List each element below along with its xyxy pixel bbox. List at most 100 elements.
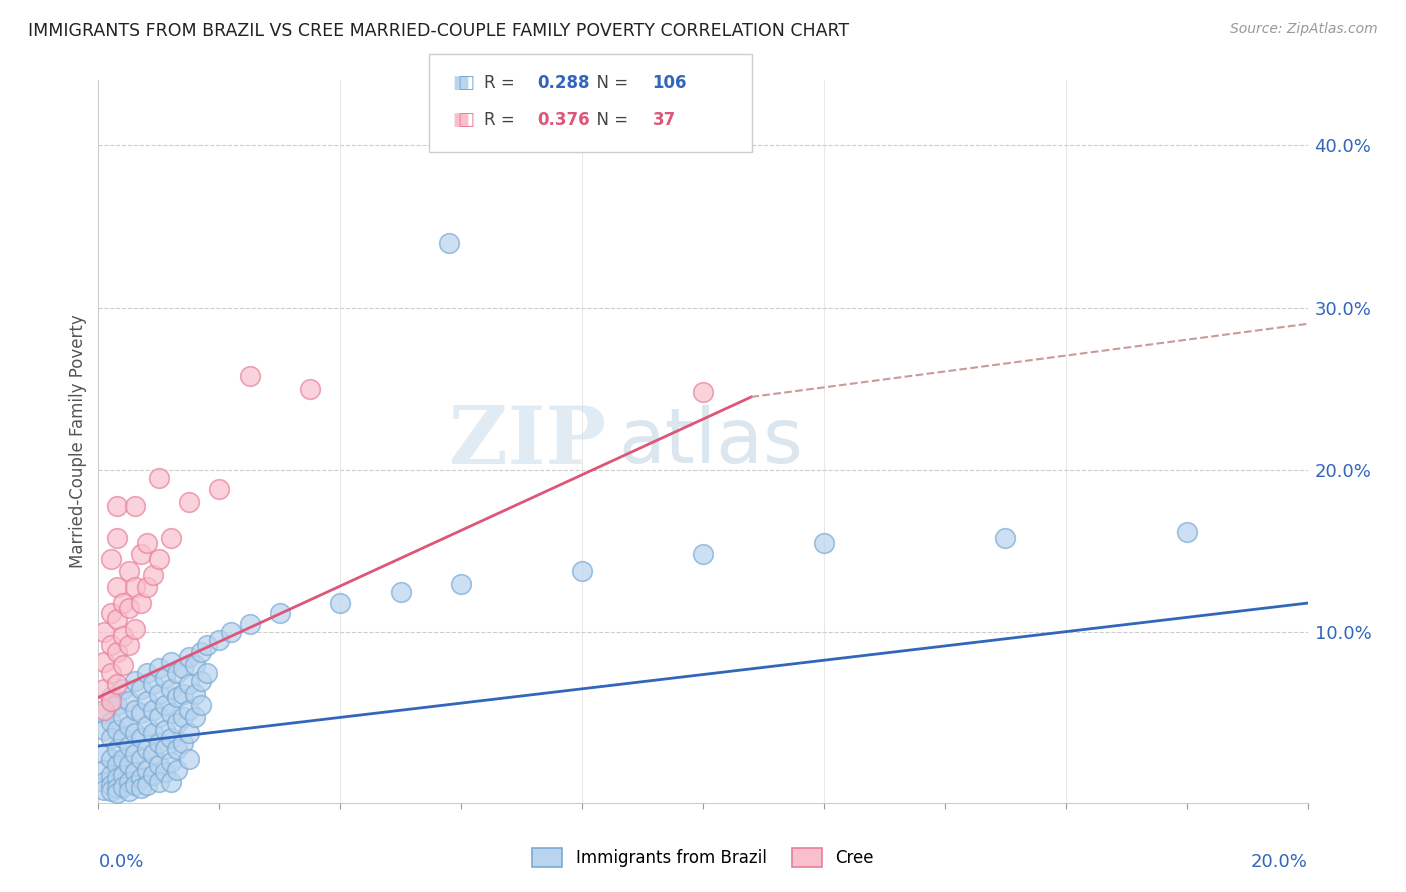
Point	[105, 758, 128, 772]
Point	[135, 580, 157, 594]
Point	[389, 584, 412, 599]
Point	[184, 657, 207, 672]
Point	[184, 687, 207, 701]
Point	[148, 471, 170, 485]
Point	[111, 768, 134, 782]
Point	[692, 384, 714, 399]
Text: 20.0%: 20.0%	[1251, 854, 1308, 871]
Point	[111, 682, 134, 697]
Point	[142, 703, 165, 717]
Point	[179, 649, 201, 664]
Point	[994, 531, 1017, 545]
Point	[105, 612, 128, 626]
Point	[153, 698, 176, 713]
Point	[208, 633, 231, 648]
Point	[105, 772, 128, 786]
Point	[118, 638, 141, 652]
Point	[105, 786, 128, 800]
Point	[148, 710, 170, 724]
Text: 0.0%: 0.0%	[98, 854, 143, 871]
Point	[129, 682, 152, 697]
Point	[239, 617, 262, 632]
Point	[160, 755, 183, 769]
Point	[148, 552, 170, 566]
Point	[166, 690, 188, 705]
Point	[129, 731, 152, 745]
Point	[124, 622, 146, 636]
Point	[190, 673, 212, 688]
Point	[93, 625, 115, 640]
Point	[100, 768, 122, 782]
Point	[118, 564, 141, 578]
Point	[105, 580, 128, 594]
Point	[111, 731, 134, 745]
Point	[153, 723, 176, 737]
Point	[93, 747, 115, 761]
Point	[172, 687, 194, 701]
Point	[153, 742, 176, 756]
Point	[179, 677, 201, 691]
Point	[135, 764, 157, 778]
Text: ZIP: ZIP	[450, 402, 606, 481]
Point	[135, 693, 157, 707]
Y-axis label: Married-Couple Family Poverty: Married-Couple Family Poverty	[69, 315, 87, 568]
Point	[148, 736, 170, 750]
Point	[93, 706, 115, 721]
Point	[148, 774, 170, 789]
Point	[93, 655, 115, 669]
Point	[160, 531, 183, 545]
Legend: Immigrants from Brazil, Cree: Immigrants from Brazil, Cree	[526, 841, 880, 874]
Point	[93, 682, 115, 697]
Point	[813, 536, 835, 550]
Point	[172, 710, 194, 724]
Point	[299, 382, 322, 396]
Point	[100, 778, 122, 792]
Point	[450, 576, 472, 591]
Point	[124, 703, 146, 717]
Point	[124, 499, 146, 513]
Point	[93, 764, 115, 778]
Point	[118, 719, 141, 733]
Point	[124, 673, 146, 688]
Point	[100, 714, 122, 729]
Point	[105, 531, 128, 545]
Point	[148, 687, 170, 701]
Point	[153, 764, 176, 779]
Point	[118, 601, 141, 615]
Point	[111, 657, 134, 672]
Point	[160, 731, 183, 745]
Point	[269, 606, 291, 620]
Point	[172, 661, 194, 675]
Point	[100, 752, 122, 766]
Point	[1175, 524, 1198, 539]
Point	[100, 606, 122, 620]
Point	[100, 690, 122, 705]
Point	[105, 499, 128, 513]
Point	[100, 665, 122, 680]
Point	[179, 495, 201, 509]
Text: IMMIGRANTS FROM BRAZIL VS CREE MARRIED-COUPLE FAMILY POVERTY CORRELATION CHART: IMMIGRANTS FROM BRAZIL VS CREE MARRIED-C…	[28, 22, 849, 40]
Point	[100, 552, 122, 566]
Text: R =: R =	[484, 112, 520, 129]
Text: ■: ■	[453, 74, 470, 92]
Point	[239, 368, 262, 383]
Point	[124, 764, 146, 779]
Point	[153, 671, 176, 685]
Text: 0.376: 0.376	[537, 112, 589, 129]
Point	[118, 758, 141, 772]
Point	[692, 548, 714, 562]
Point	[166, 665, 188, 680]
Point	[142, 568, 165, 582]
Text: Source: ZipAtlas.com: Source: ZipAtlas.com	[1230, 22, 1378, 37]
Point	[129, 548, 152, 562]
Text: □: □	[457, 74, 474, 92]
Point	[135, 778, 157, 792]
Point	[118, 739, 141, 753]
Point	[105, 645, 128, 659]
Point	[118, 784, 141, 798]
Point	[105, 742, 128, 756]
Point	[100, 693, 122, 707]
Point	[179, 703, 201, 717]
Point	[124, 778, 146, 792]
Point	[190, 645, 212, 659]
